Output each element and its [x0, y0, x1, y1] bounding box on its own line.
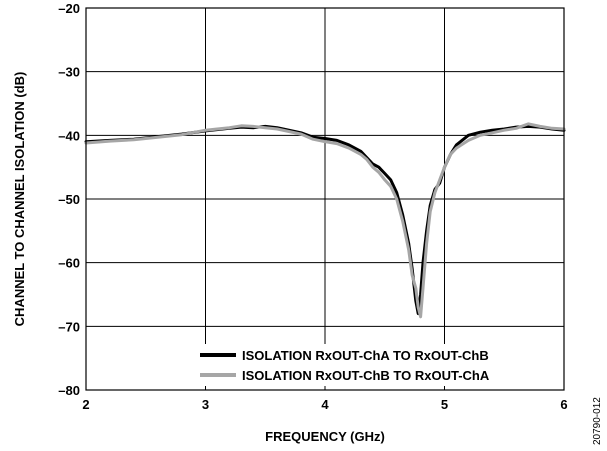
y-tick-label: –40 [58, 128, 80, 143]
x-tick-label: 2 [82, 397, 89, 412]
x-axis-title: FREQUENCY (GHz) [265, 429, 385, 444]
legend-label-chA-to-chB: ISOLATION RxOUT-ChA TO RxOUT-ChB [242, 348, 489, 363]
figure-id: 20790-012 [592, 397, 603, 445]
x-tick-label: 3 [202, 397, 209, 412]
y-tick-label: –60 [58, 256, 80, 271]
x-tick-label: 6 [560, 397, 567, 412]
y-tick-label: –30 [58, 65, 80, 80]
tick-labels: 2 3 4 5 6 –20 –30 –40 –50 –60 –70 –80 [58, 1, 567, 412]
legend: ISOLATION RxOUT-ChA TO RxOUT-ChB ISOLATI… [194, 344, 562, 386]
y-axis-title: CHANNEL TO CHANNEL ISOLATION (dB) [12, 72, 27, 327]
plot-frame [85, 7, 565, 391]
series-line-1 [84, 122, 566, 319]
y-tick-label: –80 [58, 383, 80, 398]
grid-lines [86, 8, 564, 390]
legend-background [194, 344, 562, 386]
series-lines [84, 122, 566, 319]
y-tick-label: –20 [58, 1, 80, 16]
x-tick-label: 4 [321, 397, 329, 412]
y-tick-label: –50 [58, 192, 80, 207]
x-tick-label: 5 [441, 397, 448, 412]
y-tick-label: –70 [58, 319, 80, 334]
legend-label-chB-to-chA: ISOLATION RxOUT-ChB TO RxOUT-ChA [242, 368, 490, 383]
